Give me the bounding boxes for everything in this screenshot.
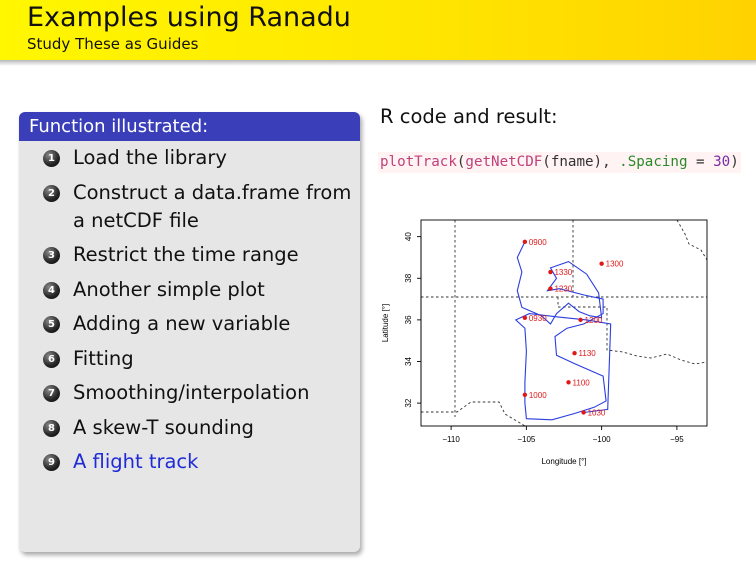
list-item: 3 Restrict the time range [19,241,360,269]
list-item-label: Smoothing/interpolation [73,381,310,404]
list-item: 4 Another simple plot [19,276,360,304]
list-item-label[interactable]: A flight track [73,450,199,473]
list-item: 5 Adding a new variable [19,310,360,338]
track-point [581,410,586,415]
plot-frame [420,219,708,427]
list-number: 8 [43,419,60,437]
list-item-label: Adding a new variable [73,312,291,335]
y-tick-label: 40 [404,232,413,241]
list-item: 6 Fitting [19,345,360,373]
list-number: 7 [43,385,60,402]
track-point [522,239,528,245]
track-point [599,261,604,266]
y-axis: 32 34 36 38 40 [404,232,422,408]
list-number: 3 [43,247,60,264]
time-label: 1330 [554,268,572,277]
list-number: 9 [43,454,60,471]
slide-title: Examples using Ranadu [27,2,351,33]
code-punct: ) [730,154,739,170]
state-boundary-line [421,401,526,427]
list-item: 7 Smoothing/interpolation [19,379,360,407]
list-number: 2 [43,184,60,202]
code-snippet: plotTrack(getNetCDF(fname), .Spacing = 3… [378,152,741,173]
x-axis-label: Longitude [°] [541,457,586,466]
code-punct: ( [456,154,466,170]
list-number: 4 [43,281,60,299]
track-point [548,286,553,291]
time-label: 0930 [529,314,547,323]
block-title: Function illustrated: [19,112,360,141]
x-tick-label: −105 [517,435,536,444]
time-label: 1030 [588,408,606,417]
list-item: 2 Construct a data.frame from a netCDF fi… [19,179,360,235]
code-function: getNetCDF [465,154,543,170]
code-punct: (fname), [542,154,620,170]
flight-track-plot: 32 34 36 38 40 −110 −105 −100 −95 0900 1330 1300 1… [381,219,708,466]
list-item-active[interactable]: 9 A flight track [19,448,360,476]
slide-header: Examples using Ranadu Study These as Gui… [0,0,756,60]
time-label: 1300 [606,260,624,269]
code-punct: = [687,154,714,170]
time-annotations: 0900 1330 1300 1230 0930 1200 1130 1100 1000 1030 [522,238,624,417]
code-argument: .Spacing [619,154,688,170]
time-label: 1130 [579,349,597,358]
list-number: 6 [43,350,60,368]
flight-track-line [514,241,612,421]
state-boundaries [421,219,708,427]
time-label: 1200 [585,316,603,325]
list-item-label: Construct a data.frame from a netCDF fil… [73,180,352,232]
y-axis-label: Latitude [°] [381,304,390,342]
list-number: 5 [43,316,60,333]
list-item: 1 Load the library [19,144,360,172]
state-boundary-line [676,219,708,261]
time-label: 1100 [573,378,591,387]
list-item-label: Fitting [73,346,134,370]
time-label: 0900 [529,238,547,247]
code-number: 30 [713,154,731,170]
list-item-label: A skew-T sounding [73,415,254,439]
list-item-label: Another simple plot [73,277,265,301]
code-function: plotTrack [380,154,457,170]
rcode-heading: R code and result: [380,105,558,128]
list-item-label: Restrict the time range [73,243,299,266]
y-tick-label: 32 [404,398,413,407]
x-tick-label: −110 [442,435,460,444]
track-point [578,317,583,323]
slide-subtitle: Study These as Guides [27,35,199,53]
function-list: 1 Load the library 2 Construct a data.fram… [19,144,360,483]
y-tick-label: 38 [404,273,413,282]
header-shadow [0,60,756,66]
function-block: Function illustrated: 1 Load the library … [19,112,360,552]
time-label: 1230 [554,285,572,294]
track-point [548,269,553,275]
list-number: 1 [43,150,60,167]
x-tick-label: −95 [670,435,684,444]
list-item: 8 A skew-T sounding [19,414,360,442]
track-point [566,380,571,385]
y-tick-label: 34 [404,356,413,365]
track-point [572,350,577,356]
time-label: 1000 [529,391,547,400]
track-point [522,392,528,397]
x-axis: −110 −105 −100 −95 [442,425,684,444]
y-tick-label: 36 [404,315,413,324]
list-item-label: Load the library [73,146,227,169]
track-point [522,315,528,320]
x-tick-label: −100 [593,435,612,444]
